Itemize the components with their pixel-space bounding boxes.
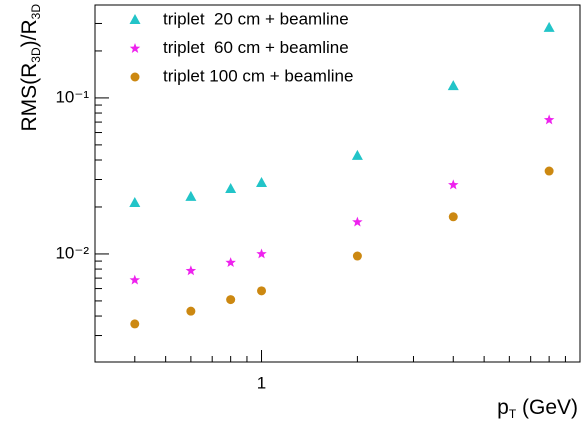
data-point <box>185 190 197 201</box>
x-axis-label-part: p <box>497 396 509 419</box>
legend-label: triplet 60 cm + beamline <box>163 38 349 57</box>
data-point <box>257 286 267 296</box>
data-point <box>185 265 197 276</box>
plot-frame <box>94 4 581 363</box>
y-tick-label: 10⁻¹ <box>55 87 89 106</box>
data-point <box>352 251 362 261</box>
data-point <box>543 21 555 32</box>
data-point <box>448 212 458 222</box>
y-axis-label-part: 3D <box>29 4 43 20</box>
data-point <box>544 166 554 176</box>
data-point <box>543 114 555 125</box>
data-point <box>352 216 363 227</box>
data-point <box>226 295 236 305</box>
x-axis-label-part: T <box>509 407 517 421</box>
data-point <box>447 80 459 91</box>
y-axis-label-part: 3D <box>29 47 43 63</box>
x-axis-label-part: (GeV) <box>516 396 578 419</box>
legend-marker <box>129 14 141 24</box>
y-axis-label-part: )/R <box>18 19 41 47</box>
legend-marker <box>130 72 140 82</box>
data-point <box>448 179 459 190</box>
y-axis-label: RMS(R3D)/R3D <box>18 4 44 132</box>
legend-label: triplet 100 cm + beamline <box>163 66 353 85</box>
data-point <box>129 197 141 208</box>
data-point <box>225 257 236 268</box>
data-point <box>256 248 267 259</box>
data-point <box>186 306 196 316</box>
legend-label: triplet 20 cm + beamline <box>163 9 349 28</box>
data-point <box>225 182 237 193</box>
data-point <box>130 319 140 329</box>
x-tick-label: 1 <box>257 373 266 392</box>
y-axis-label-part: RMS(R <box>18 63 41 132</box>
x-axis-label: pT (GeV) <box>497 396 578 422</box>
legend-marker <box>129 43 141 53</box>
data-point <box>129 274 141 285</box>
data-point <box>256 176 268 187</box>
data-point <box>351 149 363 160</box>
y-tick-label: 10⁻² <box>55 243 89 262</box>
